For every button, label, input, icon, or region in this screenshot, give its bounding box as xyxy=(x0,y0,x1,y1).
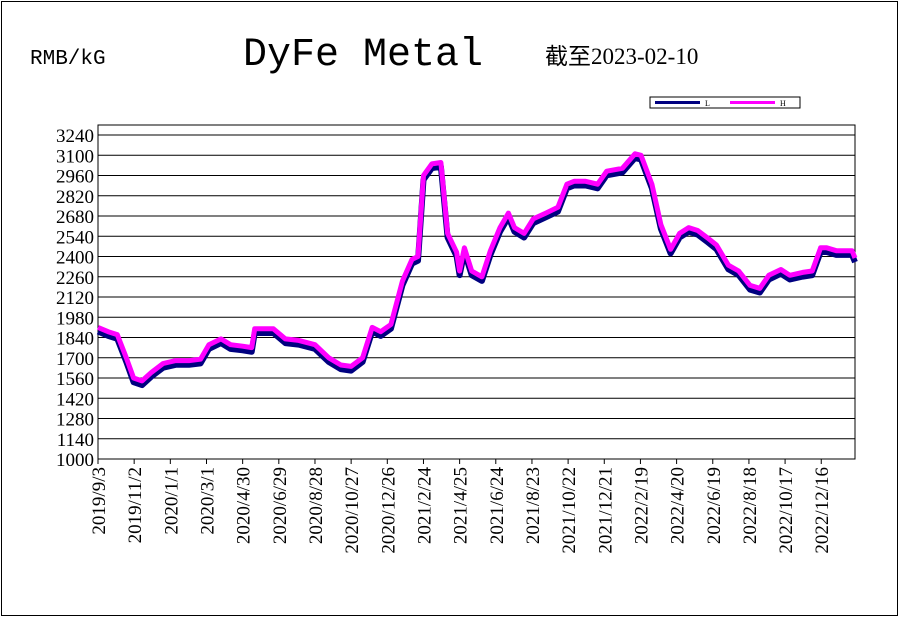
chart-title: DyFe Metal xyxy=(243,33,483,78)
y-tick-label: 3240 xyxy=(56,126,94,147)
y-tick-label: 1980 xyxy=(56,308,94,329)
x-tick-label: 2022/12/16 xyxy=(812,467,833,554)
x-tick-label: 2022/10/17 xyxy=(776,467,797,554)
y-tick-label: 2820 xyxy=(56,187,94,208)
y-tick-label: 2120 xyxy=(56,288,94,309)
series-line xyxy=(97,151,858,384)
y-tick-label: 2680 xyxy=(56,207,94,228)
legend-label: L xyxy=(705,99,710,108)
y-tick-label: 1420 xyxy=(56,389,94,410)
y-tick-label: 2260 xyxy=(56,268,94,289)
x-tick-label: 2020/6/29 xyxy=(270,467,291,544)
x-tick-label: 2020/4/30 xyxy=(234,467,255,544)
x-tick-label: 2019/9/3 xyxy=(89,467,110,535)
legend-label: H xyxy=(780,99,786,108)
y-tick-label: 2540 xyxy=(56,227,94,248)
unit-label: RMB/kG xyxy=(30,48,106,71)
x-tick-label: 2022/8/18 xyxy=(740,467,761,544)
x-tick-label: 2020/10/27 xyxy=(342,467,363,554)
x-tick-label: 2021/8/23 xyxy=(523,467,544,544)
y-tick-label: 1700 xyxy=(56,349,94,370)
y-tick-label: 1560 xyxy=(56,369,94,390)
x-tick-label: 2022/2/19 xyxy=(631,467,652,544)
x-tick-label: 2020/12/26 xyxy=(378,467,399,554)
x-tick-label: 2019/11/2 xyxy=(125,467,146,543)
legend-box xyxy=(649,96,801,109)
x-tick-label: 2020/8/28 xyxy=(306,467,327,544)
x-tick-label: 2022/6/19 xyxy=(704,467,725,544)
y-tick-label: 2400 xyxy=(56,248,94,269)
y-tick-label: 1000 xyxy=(56,450,94,471)
y-tick-label: 2960 xyxy=(56,167,94,188)
x-tick-label: 2021/6/24 xyxy=(487,467,508,545)
date-note: 截至2023-02-10 xyxy=(545,44,698,69)
y-tick-label: 1840 xyxy=(56,329,94,350)
y-tick-label: 1280 xyxy=(56,410,94,431)
y-tick-label: 1140 xyxy=(57,430,94,451)
x-tick-label: 2020/3/1 xyxy=(197,467,218,535)
plot: 1000114012801420156017001840198021202260… xyxy=(56,96,858,554)
x-tick-label: 2021/10/22 xyxy=(559,467,580,554)
y-tick-label: 3100 xyxy=(56,146,94,167)
x-tick-label: 2021/2/24 xyxy=(414,467,435,545)
x-tick-label: 2021/12/21 xyxy=(595,467,616,554)
x-tick-label: 2021/4/25 xyxy=(451,467,472,544)
x-tick-label: 2022/4/20 xyxy=(668,467,689,544)
x-tick-label: 2020/1/1 xyxy=(161,467,182,535)
plot-area xyxy=(97,124,856,460)
series-line xyxy=(96,155,858,389)
